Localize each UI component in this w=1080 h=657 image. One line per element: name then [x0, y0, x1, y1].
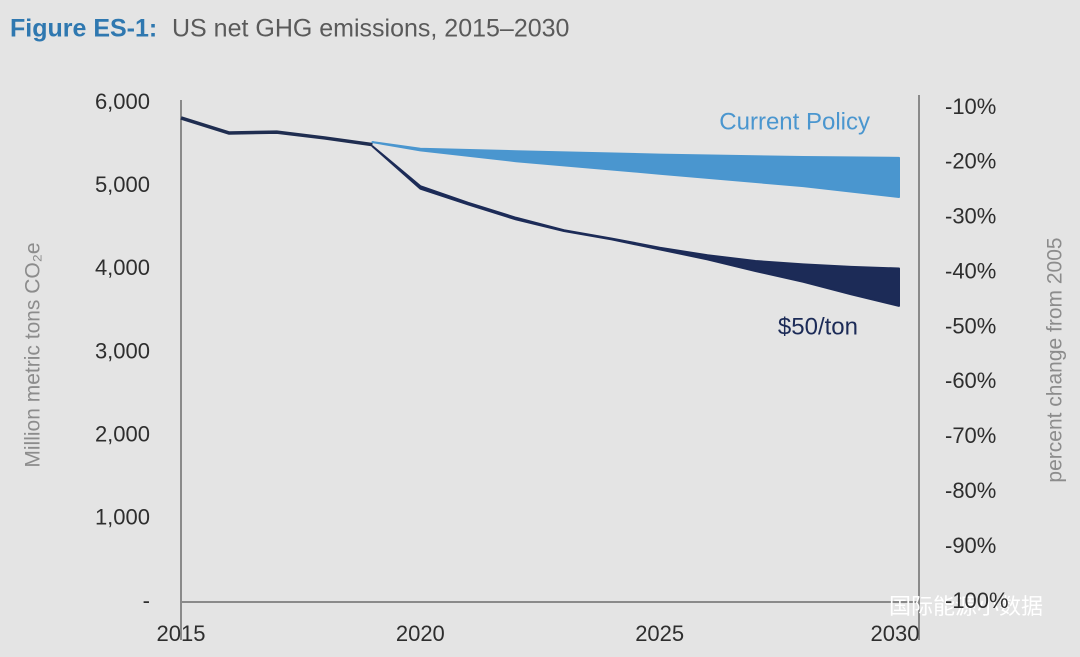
history-line — [180, 116, 373, 147]
y-tick-label: 4,000 — [95, 255, 150, 280]
watermark: 国际能源小数据 — [889, 594, 1043, 619]
y2-tick-label: -10% — [945, 94, 996, 119]
y2-tick-label: -100% — [945, 588, 1009, 613]
chart-title: US net GHG emissions, 2015–2030 — [172, 15, 569, 43]
y2-tick-label: -80% — [945, 478, 996, 503]
x-tick-label: 2030 — [871, 621, 920, 646]
title-prefix: Figure ES-1: — [10, 15, 157, 43]
y2-tick-label: -60% — [945, 368, 996, 393]
x-tick-label: 2015 — [157, 621, 206, 646]
y-axis-title: Million metric tons CO₂e — [22, 242, 45, 467]
y2-tick-label: -70% — [945, 423, 996, 448]
x-tick-label: 2020 — [396, 621, 445, 646]
y-tick-label: 6,000 — [95, 89, 150, 114]
y-tick-label: - — [143, 588, 150, 613]
y2-tick-label: -90% — [945, 533, 996, 558]
y2-axis-title: percent change from 2005 — [1044, 237, 1067, 482]
range-band — [371, 145, 900, 307]
x-tick-label: 2025 — [635, 621, 684, 646]
y-tick-label: 5,000 — [95, 172, 150, 197]
y-tick-label: 3,000 — [95, 338, 150, 363]
y2-tick-label: -20% — [945, 149, 996, 174]
y-tick-label: 1,000 — [95, 505, 150, 530]
range-band — [371, 141, 900, 198]
y-tick-label: 2,000 — [95, 421, 150, 446]
series-label: $50/ton — [778, 313, 858, 340]
y2-tick-label: -30% — [945, 204, 996, 229]
series-label: Current Policy — [719, 108, 870, 135]
y2-tick-label: -50% — [945, 313, 996, 338]
y2-tick-label: -40% — [945, 258, 996, 283]
